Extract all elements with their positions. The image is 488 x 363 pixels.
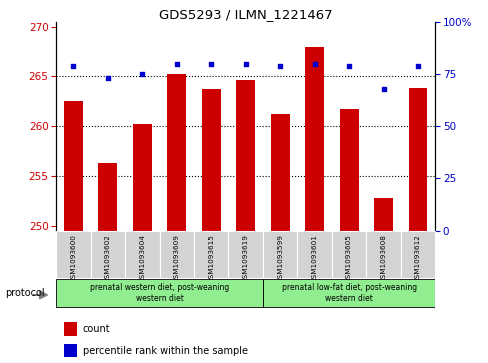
Text: GSM1093615: GSM1093615: [208, 234, 214, 283]
Bar: [228, 231, 263, 278]
Point: [310, 61, 318, 66]
Text: prenatal low-fat diet, post-weaning
western diet: prenatal low-fat diet, post-weaning west…: [281, 283, 416, 303]
Bar: [366, 231, 400, 278]
Point: [413, 63, 421, 69]
Bar: [263, 279, 434, 307]
Text: GSM1093608: GSM1093608: [380, 234, 386, 283]
Text: GSM1093619: GSM1093619: [242, 234, 248, 283]
Text: GSM1093609: GSM1093609: [173, 234, 180, 283]
Bar: [297, 231, 331, 278]
Text: GSM1093601: GSM1093601: [311, 234, 317, 283]
Point: [242, 61, 249, 66]
Text: GSM1093612: GSM1093612: [414, 234, 420, 283]
Bar: [305, 46, 324, 231]
Bar: [63, 322, 77, 336]
Point: [379, 86, 386, 91]
Bar: [331, 231, 366, 278]
Point: [276, 63, 284, 69]
Bar: [90, 231, 125, 278]
Text: GSM1093602: GSM1093602: [105, 234, 111, 283]
Bar: [202, 89, 220, 231]
Point: [207, 61, 215, 66]
Bar: [339, 109, 358, 231]
Bar: [407, 88, 427, 231]
Bar: [63, 344, 77, 357]
Point: [138, 71, 146, 77]
Bar: [133, 124, 152, 231]
Text: count: count: [82, 324, 110, 334]
Bar: [373, 198, 392, 231]
Bar: [263, 231, 297, 278]
Bar: [270, 114, 289, 231]
Bar: [125, 231, 159, 278]
Text: GSM1093600: GSM1093600: [70, 234, 76, 283]
Point: [104, 75, 112, 81]
Point: [345, 63, 352, 69]
Bar: [236, 81, 255, 231]
Text: GSM1093604: GSM1093604: [139, 234, 145, 283]
Text: GSM1093605: GSM1093605: [346, 234, 351, 283]
Bar: [56, 231, 90, 278]
Point: [69, 63, 77, 69]
Bar: [194, 231, 228, 278]
Text: percentile rank within the sample: percentile rank within the sample: [82, 346, 247, 356]
Point: [173, 61, 181, 66]
Bar: [167, 74, 186, 231]
Text: GSM1093599: GSM1093599: [277, 234, 283, 283]
Bar: [159, 231, 194, 278]
Text: prenatal western diet, post-weaning
western diet: prenatal western diet, post-weaning west…: [90, 283, 229, 303]
Text: protocol: protocol: [5, 288, 44, 298]
Bar: [98, 163, 117, 231]
Bar: [400, 231, 434, 278]
Bar: [56, 279, 263, 307]
Title: GDS5293 / ILMN_1221467: GDS5293 / ILMN_1221467: [159, 8, 332, 21]
Bar: [64, 101, 83, 231]
